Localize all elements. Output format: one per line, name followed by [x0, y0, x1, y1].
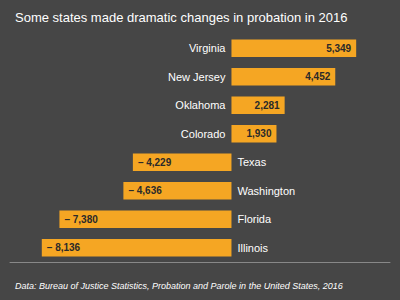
svg-text:New Jersey: New Jersey — [168, 71, 226, 83]
svg-text:Oklahoma: Oklahoma — [175, 99, 226, 111]
svg-text:2,281: 2,281 — [255, 100, 280, 111]
svg-text:– 4,229: – 4,229 — [138, 157, 172, 168]
svg-text:– 8,136: – 8,136 — [47, 242, 81, 253]
svg-text:1,930: 1,930 — [246, 128, 271, 139]
svg-text:Data: Bureau of Justice Statis: Data: Bureau of Justice Statistics, Prob… — [15, 281, 343, 291]
svg-text:5,349: 5,349 — [326, 43, 351, 54]
svg-text:Texas: Texas — [237, 156, 266, 168]
svg-text:Washington: Washington — [237, 185, 295, 197]
svg-text:– 7,380: – 7,380 — [64, 214, 98, 225]
svg-text:– 4,636: – 4,636 — [128, 185, 162, 196]
svg-text:Illinois: Illinois — [237, 242, 268, 254]
svg-text:Virginia: Virginia — [189, 42, 226, 54]
svg-text:4,452: 4,452 — [305, 71, 330, 82]
svg-text:Colorado: Colorado — [181, 128, 226, 140]
svg-text:Some states made dramatic chan: Some states made dramatic changes in pro… — [15, 10, 347, 25]
svg-text:Florida: Florida — [237, 213, 272, 225]
